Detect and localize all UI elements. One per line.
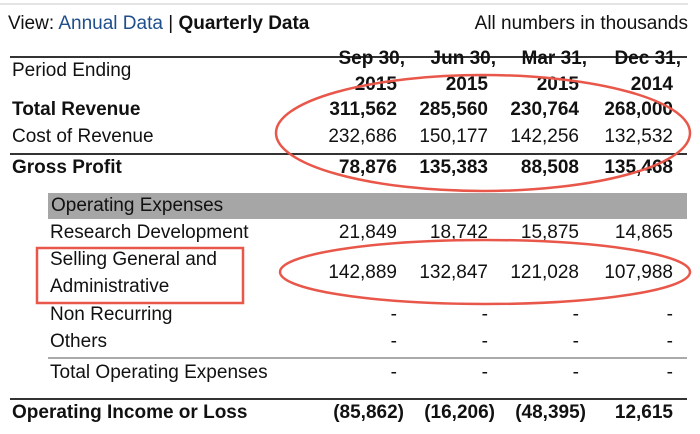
top-divider <box>0 3 688 5</box>
others-label: Others <box>50 331 108 352</box>
others-value: - <box>572 331 579 352</box>
sga-value: 107,988 <box>604 262 673 283</box>
rnd-value: 14,865 <box>614 222 673 243</box>
non-recurring-value: - <box>481 304 488 325</box>
rnd-value: 15,875 <box>520 222 579 243</box>
column-header-line2: 2014 <box>630 74 673 95</box>
cost-of-revenue-value: 232,686 <box>328 126 397 147</box>
sga-value: 142,889 <box>328 262 397 283</box>
column-header-line1: Sep 30, <box>338 48 405 69</box>
others-value: - <box>390 331 397 352</box>
total-opex-value: - <box>481 362 488 383</box>
operating-expenses-header: Operating Expenses <box>48 193 687 219</box>
total-opex-value: - <box>666 362 673 383</box>
gross-divider <box>10 153 687 155</box>
total-revenue-value: 285,560 <box>419 99 488 120</box>
cost-of-revenue-value: 150,177 <box>419 126 488 147</box>
rnd-label: Research Development <box>50 222 249 243</box>
operating-income-value: 12,615 <box>614 402 673 423</box>
income-divider <box>10 398 687 400</box>
gross-profit-value: 135,468 <box>604 157 673 178</box>
column-header-line1: Jun 30, <box>430 48 496 69</box>
gross-profit-value: 135,383 <box>419 157 488 178</box>
others-value: - <box>666 331 673 352</box>
total-opex-value: - <box>572 362 579 383</box>
total-opex-value: - <box>390 362 397 383</box>
total-revenue-label: Total Revenue <box>12 99 141 120</box>
view-label: View: <box>8 13 55 34</box>
quarterly-data-label: Quarterly Data <box>178 13 310 34</box>
sga-value: 132,847 <box>419 262 488 283</box>
total-revenue-value: 268,000 <box>604 99 673 120</box>
operating-income-value: (16,206) <box>424 402 495 423</box>
non-recurring-value: - <box>572 304 579 325</box>
column-header-line2: 2015 <box>354 74 397 95</box>
column-header-line1: Mar 31, <box>521 48 587 69</box>
rnd-value: 21,849 <box>338 222 397 243</box>
opex-divider <box>48 357 687 359</box>
operating-expenses-label: Operating Expenses <box>51 195 224 216</box>
separator: | <box>168 13 174 34</box>
total-revenue-value: 230,764 <box>510 99 579 120</box>
operating-income-label: Operating Income or Loss <box>12 402 248 423</box>
rnd-value: 18,742 <box>429 222 488 243</box>
total-opex-label: Total Operating Expenses <box>50 362 268 383</box>
non-recurring-value: - <box>390 304 397 325</box>
others-value: - <box>481 331 488 352</box>
cost-of-revenue-label: Cost of Revenue <box>12 126 154 147</box>
sga-label-line2: Administrative <box>50 276 170 297</box>
annual-data-link[interactable]: Annual Data <box>58 13 163 34</box>
non-recurring-label: Non Recurring <box>50 304 173 325</box>
gross-profit-value: 78,876 <box>338 157 397 178</box>
gross-profit-label: Gross Profit <box>12 157 122 178</box>
total-revenue-value: 311,562 <box>329 99 397 120</box>
operating-income-value: (85,862) <box>333 402 404 423</box>
column-header-line2: 2015 <box>445 74 488 95</box>
sga-value: 121,028 <box>510 262 579 283</box>
cost-of-revenue-value: 132,532 <box>604 126 673 147</box>
cost-of-revenue-value: 142,256 <box>510 126 579 147</box>
operating-income-value: (48,395) <box>515 402 586 423</box>
sga-label-line1: Selling General and <box>50 249 217 270</box>
units-note: All numbers in thousands <box>474 13 688 34</box>
column-header-line2: 2015 <box>536 74 579 95</box>
view-switcher: View: Annual Data | Quarterly Data <box>8 13 309 35</box>
non-recurring-value: - <box>666 304 673 325</box>
gross-profit-value: 88,508 <box>520 157 579 178</box>
period-ending-label: Period Ending <box>12 60 132 81</box>
header-divider <box>10 56 687 58</box>
column-header-line1: Dec 31, <box>614 48 681 69</box>
